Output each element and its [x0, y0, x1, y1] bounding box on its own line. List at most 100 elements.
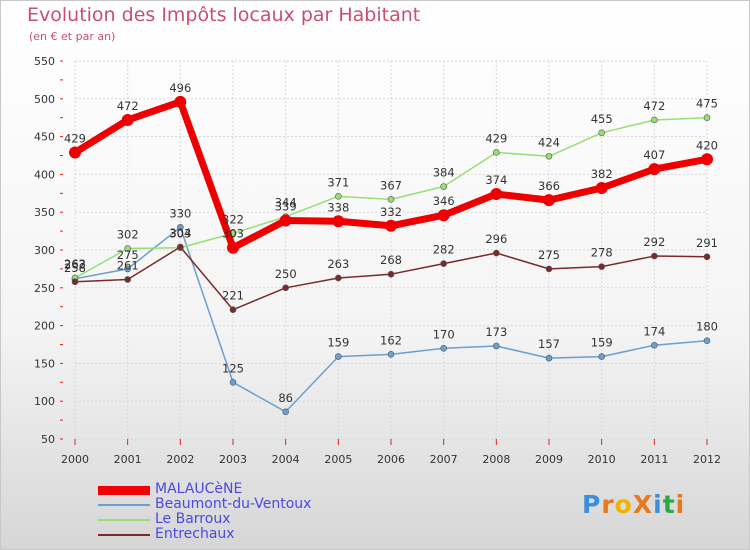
y-tick-label: 100 [34, 395, 55, 408]
data-label: 424 [538, 135, 560, 149]
x-tick-label: 2006 [377, 453, 405, 466]
data-point [229, 306, 237, 314]
x-tick-label: 2007 [430, 453, 458, 466]
data-label: 371 [327, 175, 349, 189]
data-label: 384 [433, 165, 455, 179]
data-point [335, 274, 342, 282]
data-label: 258 [64, 261, 86, 275]
x-tick-label: 2001 [114, 453, 142, 466]
data-label: 420 [696, 138, 718, 152]
data-point [332, 215, 345, 228]
data-point [282, 284, 289, 292]
data-label: 162 [380, 333, 402, 347]
proxiti-logo: ProXiti [582, 490, 686, 519]
data-label: 303 [222, 227, 244, 241]
data-label: 302 [117, 227, 139, 241]
legend-swatch [98, 519, 150, 521]
data-point [335, 193, 342, 200]
data-label: 429 [64, 131, 86, 145]
y-tick-label: 400 [34, 168, 55, 181]
data-point [177, 224, 184, 231]
data-label: 475 [696, 97, 718, 111]
data-label: 330 [169, 206, 191, 220]
legend-swatch [98, 534, 150, 536]
x-tick-label: 2009 [535, 453, 563, 466]
data-point [701, 153, 713, 166]
legend-label: Le Barroux [155, 511, 231, 527]
data-label: 407 [643, 148, 665, 162]
data-label: 262 [64, 258, 86, 272]
data-label: 344 [275, 196, 297, 210]
data-point [545, 265, 553, 273]
data-point [387, 196, 395, 203]
y-tick-label: 450 [34, 131, 55, 144]
chart-title: Evolution des Impôts locaux par Habitant [27, 4, 421, 26]
legend-swatch [98, 504, 150, 506]
data-point [651, 252, 658, 260]
x-tick-label: 2010 [588, 453, 616, 466]
data-label: 221 [222, 289, 244, 303]
data-point [648, 163, 661, 176]
data-label: 282 [433, 243, 455, 257]
data-label: 170 [433, 327, 455, 341]
data-label: 263 [327, 257, 349, 271]
data-point [493, 149, 500, 156]
x-tick-label: 2003 [219, 453, 247, 466]
data-point [124, 276, 131, 283]
data-label: 472 [117, 99, 139, 113]
data-label: 322 [222, 212, 244, 226]
x-tick-label: 2004 [272, 453, 300, 466]
data-point [595, 182, 608, 195]
data-label: 250 [275, 267, 297, 281]
data-label: 366 [538, 179, 560, 193]
data-point [387, 351, 395, 358]
legend-label: Entrechaux [155, 526, 235, 542]
data-label: 292 [643, 235, 665, 249]
data-point [440, 183, 447, 190]
data-label: 263 [64, 257, 86, 271]
x-tick-label: 2011 [640, 453, 668, 466]
data-point [490, 188, 503, 201]
data-point [703, 337, 711, 345]
data-point [440, 344, 447, 352]
legend-label: Beaumont-du-Ventoux [155, 496, 312, 512]
data-point [598, 353, 605, 360]
data-point [71, 278, 79, 286]
data-point [124, 265, 131, 273]
data-point [598, 129, 605, 137]
data-label: 496 [169, 81, 191, 95]
y-tick-label: 350 [34, 206, 55, 219]
data-point [545, 152, 553, 160]
data-point [437, 209, 450, 222]
x-tick-label: 2000 [61, 453, 89, 466]
data-point [124, 245, 131, 252]
data-label: 339 [275, 200, 297, 214]
y-tick-label: 300 [34, 244, 55, 257]
data-label: 278 [591, 246, 613, 260]
data-label: 374 [485, 173, 507, 187]
data-point [440, 260, 447, 267]
data-label: 159 [591, 336, 613, 350]
data-label: 472 [643, 99, 665, 113]
data-label: 159 [327, 336, 349, 350]
data-point [651, 341, 658, 349]
data-label: 304 [169, 226, 191, 240]
x-tick-label: 2005 [324, 453, 352, 466]
data-label: 332 [380, 205, 402, 219]
y-tick-label: 50 [41, 433, 55, 446]
data-label: 173 [485, 325, 507, 339]
x-tick-label: 2008 [482, 453, 510, 466]
data-point [543, 194, 555, 207]
data-label: 275 [117, 248, 139, 262]
data-label: 382 [591, 167, 613, 181]
data-point [493, 249, 500, 257]
x-tick-label: 2012 [693, 453, 721, 466]
data-point [703, 114, 711, 121]
data-label: 296 [485, 232, 507, 246]
data-label: 174 [643, 324, 665, 338]
data-label: 157 [538, 337, 560, 351]
y-tick-label: 550 [34, 55, 55, 68]
data-point [387, 270, 395, 278]
y-tick-label: 500 [34, 93, 55, 106]
